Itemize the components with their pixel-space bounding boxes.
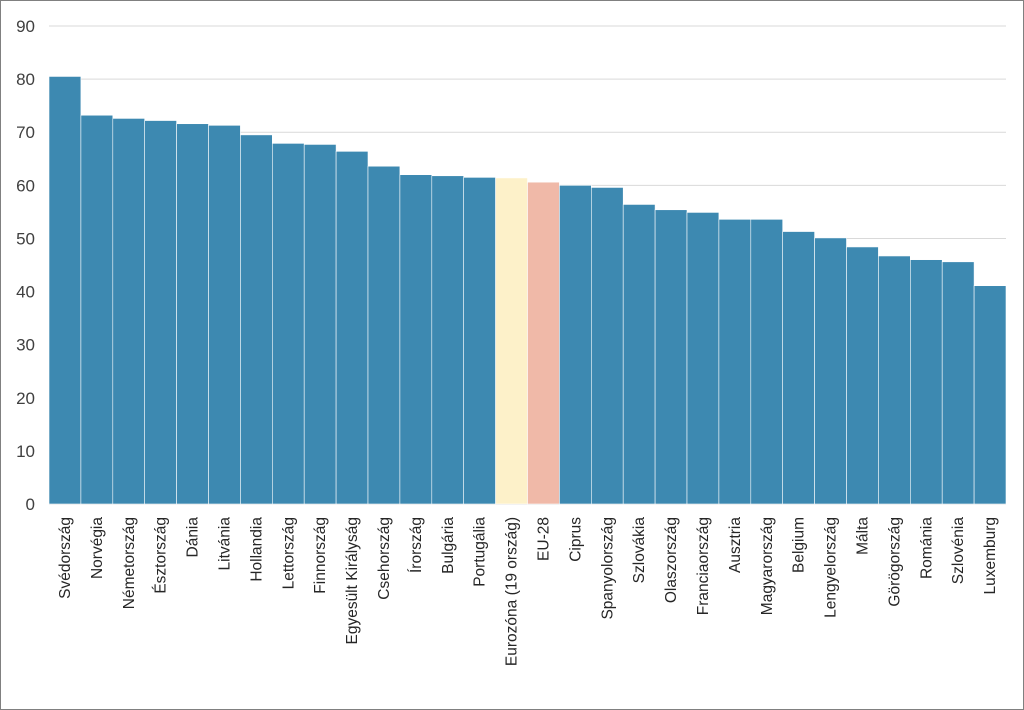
- bar-22: [718, 219, 752, 505]
- x-category-label: Hollandia: [248, 517, 265, 582]
- bar-20: [654, 209, 688, 505]
- bar-14: [463, 177, 496, 505]
- bar-6: [208, 125, 241, 505]
- y-tick-label: 40: [16, 283, 35, 302]
- bar-7: [240, 134, 273, 505]
- x-category-label: Románia: [918, 517, 935, 579]
- bar-1: [48, 76, 82, 505]
- y-tick-label: 80: [16, 70, 35, 89]
- y-axis-tick-labels: 0 10 20 30 40 50 60 70 80 90: [16, 17, 35, 514]
- x-category-label: Csehország: [376, 517, 393, 600]
- bar-16: [527, 181, 560, 505]
- bar-19: [622, 204, 656, 505]
- bar-30: [973, 285, 1007, 505]
- bars: [48, 76, 1007, 505]
- x-category-label: Németország: [121, 517, 138, 609]
- x-category-label: Lettország: [280, 517, 297, 589]
- bar-8: [271, 143, 305, 505]
- bar-3: [112, 118, 146, 505]
- bar-15: [495, 177, 528, 505]
- bar-13: [431, 175, 464, 505]
- y-tick-label: 60: [16, 176, 35, 195]
- x-category-label: Ciprus: [567, 517, 584, 562]
- bar-26: [846, 246, 879, 505]
- x-category-label: Norvégia: [89, 517, 106, 579]
- bar-9: [303, 144, 337, 505]
- y-tick-label: 70: [16, 123, 35, 142]
- bar-2: [80, 114, 114, 505]
- bar-28: [909, 259, 943, 505]
- x-category-label: Portugália: [472, 517, 489, 587]
- bar-18: [590, 187, 624, 505]
- x-category-label: Lengyelország: [823, 517, 840, 618]
- bar-12: [399, 174, 433, 505]
- bar-4: [144, 120, 177, 505]
- bar-25: [814, 237, 847, 505]
- x-category-label: Finnország: [312, 517, 329, 594]
- x-axis-category-labels: Svédország Norvégia Németország Észtország D…: [57, 517, 999, 666]
- bar-11: [367, 165, 401, 505]
- y-tick-label: 10: [16, 442, 35, 461]
- x-category-label: Egyesült Királyság: [344, 517, 361, 645]
- x-category-label: Bulgária: [440, 517, 457, 574]
- x-category-label: Szlovákia: [631, 517, 648, 584]
- x-category-label: Szlovénia: [950, 517, 967, 585]
- x-category-label: Ausztria: [727, 517, 744, 573]
- x-category-label: EU-28: [535, 517, 552, 561]
- bar-23: [750, 219, 783, 505]
- bar-29: [941, 261, 975, 505]
- bar-10: [335, 151, 369, 505]
- bar-21: [686, 212, 720, 505]
- x-category-label: Málta: [854, 517, 871, 555]
- bar-5: [176, 123, 209, 505]
- x-category-label: Franciaország: [695, 517, 712, 615]
- x-category-label: Litvánia: [216, 517, 233, 571]
- x-category-label: Eurozóna (19 ország): [504, 517, 521, 666]
- x-category-label: Magyarország: [759, 517, 776, 615]
- x-category-label: Írország: [408, 517, 425, 573]
- x-category-label: Dánia: [185, 517, 202, 558]
- x-category-label: Észtország: [153, 517, 170, 594]
- y-tick-label: 0: [26, 495, 35, 514]
- x-category-label: Svédország: [57, 517, 74, 599]
- y-tick-label: 50: [16, 229, 35, 248]
- x-category-label: Spanyolország: [599, 517, 616, 620]
- y-tick-label: 30: [16, 336, 35, 355]
- x-category-label: Olaszország: [663, 517, 680, 603]
- y-tick-label: 90: [16, 17, 35, 36]
- bar-27: [878, 255, 911, 505]
- y-tick-label: 20: [16, 389, 35, 408]
- x-category-label: Görögország: [886, 517, 903, 607]
- x-category-label: Belgium: [791, 517, 808, 573]
- bar-17: [559, 185, 592, 505]
- bar-24: [782, 231, 815, 505]
- x-category-label: Luxemburg: [982, 517, 999, 595]
